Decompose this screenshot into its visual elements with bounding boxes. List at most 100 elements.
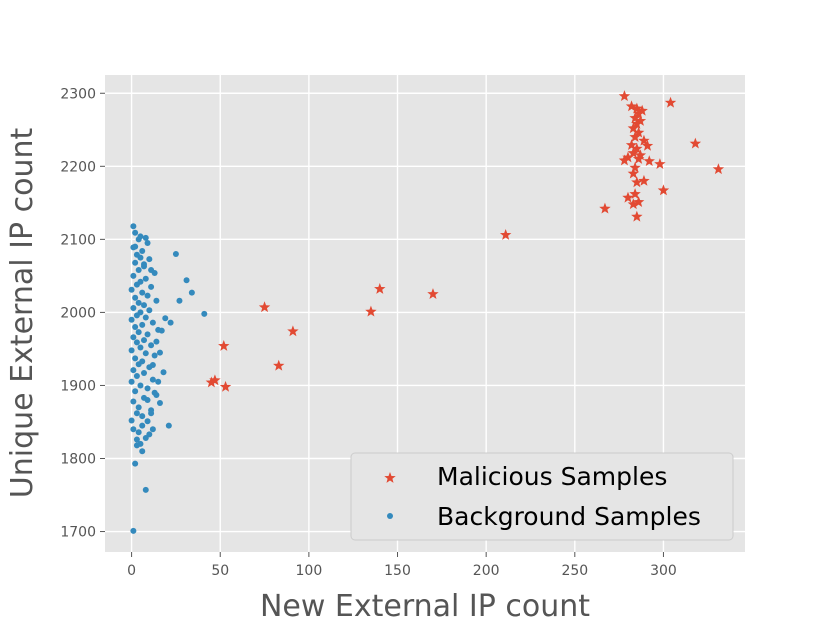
malicious-sample-point	[629, 161, 641, 173]
background-sample-point	[137, 382, 144, 389]
legend-star-icon	[384, 472, 396, 483]
y-tick-label: 2300	[60, 86, 96, 102]
background-sample-point	[137, 309, 144, 316]
background-sample-point	[141, 261, 148, 268]
background-sample-point	[162, 315, 169, 322]
legend-box	[350, 452, 734, 541]
background-sample-point	[137, 254, 144, 261]
background-sample-point	[128, 316, 135, 323]
background-sample-point	[172, 250, 179, 257]
background-sample-point	[141, 302, 148, 309]
malicious-sample-point	[627, 198, 640, 210]
x-tick-label: 100	[296, 563, 323, 579]
background-sample-point	[139, 422, 146, 429]
x-tick-label: 300	[650, 563, 677, 579]
background-sample-point	[142, 314, 149, 321]
background-sample-point	[132, 355, 139, 362]
background-sample-point	[130, 305, 137, 312]
malicious-sample-point	[636, 104, 648, 116]
background-sample-point	[142, 234, 149, 241]
malicious-sample-point	[365, 305, 377, 317]
malicious-sample-point	[618, 154, 631, 166]
background-sample-point	[139, 413, 146, 420]
background-sample-point	[128, 417, 135, 424]
background-sample-point	[139, 248, 146, 255]
background-sample-point	[158, 327, 165, 334]
malicious-sample-point	[631, 102, 643, 114]
background-sample-point	[130, 367, 137, 374]
x-axis-title: New External IP count	[260, 589, 590, 623]
x-tick-label: 0	[127, 563, 136, 579]
background-sample-point	[149, 376, 156, 383]
malicious-sample-point	[627, 147, 640, 159]
malicious-sample-point	[622, 151, 634, 163]
background-sample-point	[133, 339, 140, 346]
background-sample-point	[132, 460, 139, 467]
background-sample-point	[135, 329, 142, 336]
malicious-sample-point	[219, 380, 232, 392]
background-sample-point	[139, 358, 146, 365]
background-sample-point	[137, 278, 144, 285]
background-sample-point	[144, 331, 151, 338]
malicious-sample-point	[205, 376, 218, 388]
background-sample-point	[135, 404, 142, 411]
x-tick-label: 200	[473, 563, 500, 579]
malicious-sample-point	[638, 174, 650, 186]
background-sample-point	[135, 299, 142, 306]
background-sample-point	[132, 324, 139, 331]
background-sample-point	[146, 431, 153, 438]
background-sample-point	[128, 378, 135, 385]
y-tick-label: 2200	[60, 159, 96, 175]
background-sample-point	[128, 286, 135, 293]
background-sample-point	[130, 527, 137, 534]
malicious-sample-point	[625, 100, 638, 112]
background-sample-point	[201, 310, 208, 317]
malicious-sample-point	[632, 153, 645, 164]
background-sample-point	[149, 361, 156, 368]
background-sample-point	[139, 321, 146, 328]
malicious-points	[205, 90, 725, 392]
legend-label-malicious: Malicious Samples	[437, 462, 667, 491]
malicious-sample-point	[634, 149, 647, 161]
background-sample-point	[144, 418, 151, 425]
malicious-sample-point	[632, 107, 645, 119]
background-sample-point	[167, 319, 174, 326]
y-tick-label: 2000	[60, 305, 96, 321]
background-sample-point	[142, 486, 149, 493]
background-sample-point	[148, 267, 155, 274]
background-sample-point	[153, 338, 160, 345]
y-axis-title: Unique External IP count	[5, 128, 40, 499]
background-points	[128, 223, 208, 534]
background-sample-point	[137, 344, 144, 351]
malicious-sample-point	[657, 184, 670, 196]
malicious-sample-point	[209, 374, 221, 386]
malicious-sample-point	[625, 139, 638, 150]
legend-marker-malicious	[384, 472, 396, 483]
malicious-sample-point	[218, 340, 230, 351]
malicious-sample-point	[632, 196, 645, 207]
malicious-sample-point	[631, 210, 643, 222]
y-axis-ticks: 1700 1800 1900 2000 2100 2200 2300	[60, 86, 105, 541]
background-sample-point	[160, 369, 167, 376]
background-sample-point	[139, 289, 146, 296]
background-sample-point	[130, 272, 137, 279]
background-sample-point	[130, 334, 137, 341]
background-sample-point	[188, 289, 195, 296]
background-sample-point	[144, 240, 151, 247]
malicious-sample-point	[638, 134, 650, 146]
malicious-sample-point	[634, 115, 647, 126]
background-sample-point	[135, 429, 142, 436]
background-sample-point	[130, 223, 137, 230]
y-tick-label: 1900	[60, 378, 96, 394]
background-sample-point	[132, 388, 139, 395]
background-sample-point	[139, 448, 146, 455]
background-sample-point	[144, 292, 151, 299]
malicious-sample-point	[273, 359, 285, 371]
background-sample-point	[149, 319, 156, 326]
background-sample-point	[176, 297, 183, 304]
legend-label-background: Background Samples	[437, 502, 701, 531]
background-sample-point	[141, 337, 148, 344]
background-sample-point	[151, 389, 158, 396]
background-sample-point	[153, 297, 160, 304]
